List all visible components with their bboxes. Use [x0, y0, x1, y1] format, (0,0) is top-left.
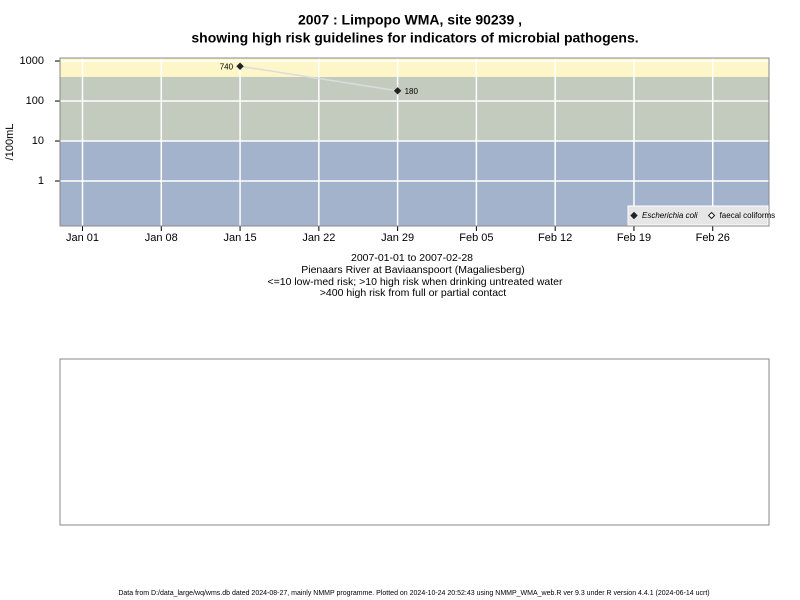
legend-label: Escherichia coli [642, 211, 698, 220]
data-label: 180 [405, 87, 419, 96]
plot-frame [59, 57, 770, 227]
y-tick-label: 1000 [20, 55, 44, 67]
data-label: 740 [220, 62, 234, 71]
x-tick-label: Jan 01 [66, 232, 99, 244]
chart-subtitle: showing high risk guidelines for indicat… [191, 30, 638, 46]
risk-band [60, 58, 769, 77]
series-line [239, 65, 398, 92]
y-axis-label: /100mL [4, 124, 16, 161]
note: Pienaars River at Baviaanspoort (Magalie… [301, 264, 525, 276]
empty-panel [59, 358, 770, 526]
legend-box [627, 205, 769, 226]
y-tick-label: 1 [38, 175, 44, 187]
x-tick-label: Feb 19 [617, 232, 651, 244]
data-point [393, 87, 402, 95]
x-tick-label: Feb 12 [538, 232, 572, 244]
x-tick-label: Jan 15 [224, 232, 257, 244]
x-tick-label: Feb 26 [696, 232, 730, 244]
legend-marker [630, 211, 638, 220]
note: <=10 low-med risk; >10 high risk when dr… [267, 276, 563, 288]
note: >400 high risk from full or partial cont… [320, 287, 507, 299]
y-tick-label: 10 [32, 135, 44, 147]
footer: Data from D:/data_large/wq/wms.db dated … [118, 590, 709, 597]
x-tick-label: Jan 08 [145, 232, 178, 244]
legend-marker [707, 211, 716, 220]
y-tick-label: 100 [26, 95, 44, 107]
legend-label: faecal coliforms [720, 211, 776, 220]
chart-title: 2007 : Limpopo WMA, site 90239 , [298, 12, 522, 28]
x-tick-label: Feb 05 [459, 232, 493, 244]
x-tick-label: Jan 22 [302, 232, 335, 244]
x-tick-label: Jan 29 [381, 232, 414, 244]
note: 2007-01-01 to 2007-02-28 [351, 252, 473, 264]
data-point [236, 62, 244, 70]
risk-band [60, 76, 769, 142]
